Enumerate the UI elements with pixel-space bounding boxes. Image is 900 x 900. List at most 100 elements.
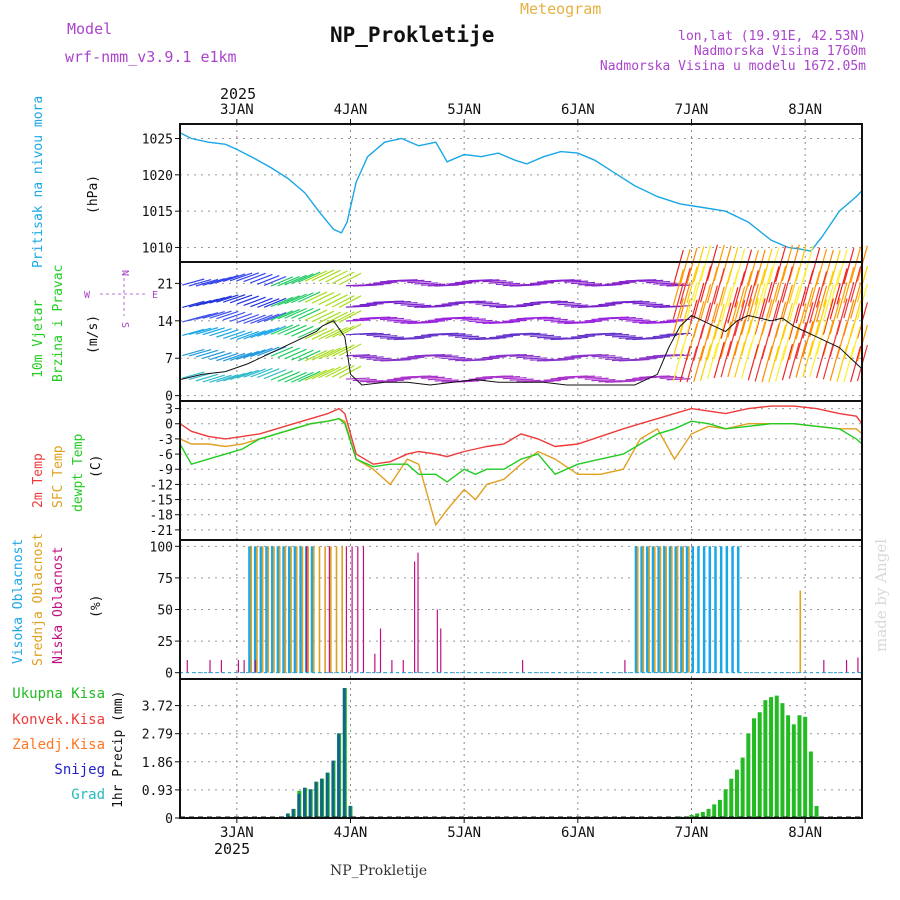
- wind-barb: [209, 352, 232, 361]
- y-tick-label: -9: [157, 463, 173, 478]
- high-cloud-bar: [651, 546, 655, 673]
- wind-barb: [441, 356, 466, 360]
- high-cloud-bar: [663, 546, 666, 673]
- wind-barb: [679, 345, 691, 383]
- top-day-label: 7JAN: [675, 102, 709, 118]
- wind-barb: [338, 272, 362, 286]
- wind-barb: [570, 321, 596, 324]
- wind-barb: [318, 327, 341, 340]
- wind-barb: [686, 247, 698, 285]
- wind-barb: [352, 304, 377, 307]
- wind-barb: [550, 358, 575, 361]
- wind-barb: [304, 327, 328, 340]
- wind-barb: [754, 282, 766, 319]
- low-cloud-bar: [254, 660, 257, 673]
- wind-barb: [618, 300, 643, 303]
- wind-barb: [713, 341, 725, 379]
- high-cloud-bar: [731, 546, 734, 673]
- high-cloud-bar: [253, 546, 257, 673]
- y-tick-label: 14: [157, 315, 173, 330]
- mid-cloud-bar: [261, 546, 264, 673]
- wind-barb: [639, 279, 664, 283]
- wind-barb: [611, 316, 636, 320]
- wind-barb: [843, 346, 855, 383]
- wind-barb: [747, 249, 759, 287]
- wind-barb: [754, 249, 766, 286]
- cloud-unit: (%): [89, 595, 104, 618]
- wind-barb: [325, 294, 348, 307]
- mid-cloud-bar: [676, 546, 679, 673]
- wind-barb: [182, 300, 205, 309]
- wind-barb: [291, 307, 314, 319]
- wind-barb: [318, 347, 341, 360]
- high-cloud-bar: [719, 546, 723, 673]
- precip-total-bar: [689, 814, 694, 818]
- precip-total-bar: [729, 778, 734, 818]
- wind-barb: [672, 249, 684, 287]
- low-cloud-bar: [391, 660, 393, 673]
- wind-barb: [795, 322, 807, 359]
- wind-barb: [557, 321, 582, 324]
- wind-barb: [686, 282, 698, 319]
- wind-barb: [345, 354, 370, 357]
- wind-barb: [393, 358, 418, 361]
- wind-barb: [788, 303, 800, 340]
- mid-cloud-bar: [324, 546, 326, 673]
- wind-barb: [523, 333, 548, 336]
- wind-barb: [666, 305, 691, 308]
- wind-barb: [250, 314, 273, 324]
- high-cloud-bar: [248, 546, 251, 673]
- y-tick-label: 1025: [142, 133, 173, 148]
- wind-barb: [502, 319, 527, 322]
- wind-barb: [591, 332, 616, 335]
- wind-barb: [284, 293, 307, 305]
- wind-barb: [475, 279, 500, 282]
- low-cloud-bar: [186, 660, 188, 673]
- wind-barb: [297, 326, 321, 339]
- wind-barb: [570, 335, 596, 338]
- wind-barb: [332, 271, 355, 284]
- mid-cloud-bar: [267, 546, 270, 673]
- wind-barb: [646, 375, 671, 378]
- wind-barb: [222, 273, 246, 283]
- wind-barb: [829, 249, 841, 287]
- y-tick-label: 1.86: [142, 756, 173, 771]
- wind-barb: [795, 286, 807, 324]
- wind-barb: [754, 268, 766, 306]
- mid-cloud-bar: [636, 546, 639, 673]
- wind-barb: [836, 268, 848, 305]
- wind-barb: [727, 320, 739, 357]
- wind-barb: [781, 244, 794, 282]
- wind-barb: [250, 367, 273, 378]
- wind-barb: [706, 266, 718, 304]
- wind-barb: [618, 336, 643, 339]
- wind-barb: [325, 311, 348, 325]
- wind-barb: [761, 346, 773, 383]
- wind-barb: [284, 274, 307, 286]
- wind-barb: [400, 279, 425, 282]
- precip-snow-bar: [348, 805, 352, 818]
- precip-total-bar: [752, 718, 757, 818]
- wind-barb: [815, 341, 828, 379]
- cloud-mid-label: Srednja Oblacnost: [31, 533, 46, 666]
- wind-barb: [380, 379, 405, 382]
- wind-barb: [850, 345, 862, 383]
- mid-cloud-bar: [671, 546, 673, 673]
- wind-barb: [727, 287, 739, 324]
- wind-barb: [297, 291, 321, 303]
- wind-barb: [611, 281, 636, 284]
- high-cloud-bar: [668, 546, 672, 673]
- wind-barb: [625, 378, 650, 381]
- wind-barb: [366, 282, 391, 286]
- wind-barb: [263, 275, 287, 287]
- wind-unit: (m/s): [86, 315, 101, 354]
- top-day-label: 3JAN: [220, 102, 254, 118]
- wind-barb: [229, 352, 253, 361]
- wind-barb: [734, 341, 746, 378]
- mid-cloud-bar: [648, 546, 650, 673]
- wind-barb: [195, 278, 219, 287]
- wind-barb: [489, 281, 514, 284]
- wind-barb: [420, 283, 445, 286]
- wind-barb: [407, 280, 432, 284]
- wind-barb: [434, 332, 459, 335]
